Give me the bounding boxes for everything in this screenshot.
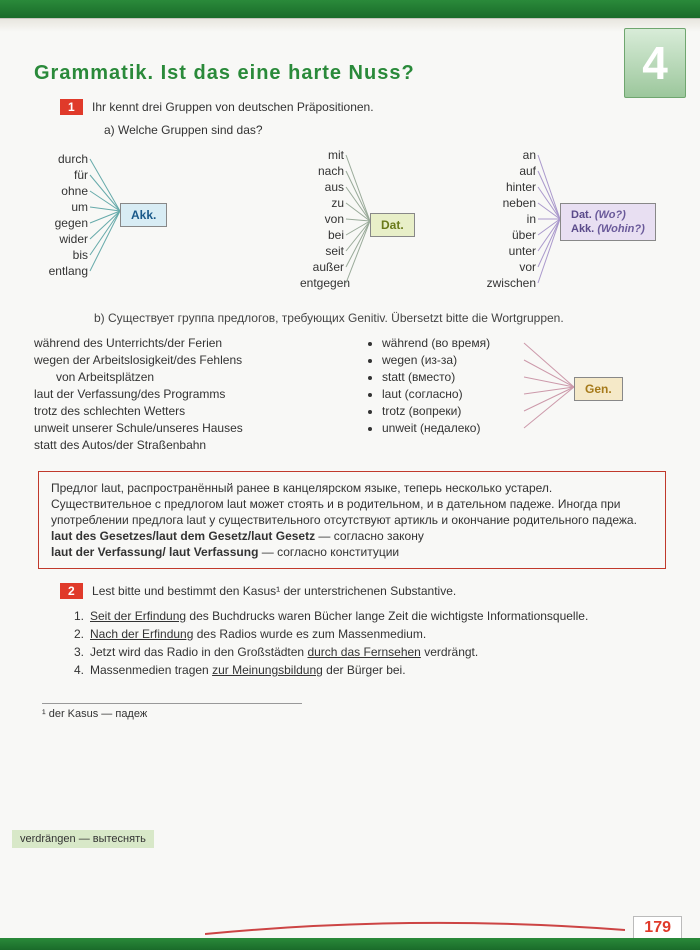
exercise-1-text: Ihr kennt drei Gruppen von deutschen Prä… (92, 100, 374, 114)
torn-edge (0, 18, 700, 32)
info-box-laut: Предлог laut, распространённый ранее в к… (38, 471, 666, 569)
exercise-2-body: 1. Seit der Erfindung des Buchdrucks war… (74, 607, 670, 679)
exercise-2-line: 2 Lest bitte und bestimmt den Kasus¹ der… (60, 583, 670, 599)
verdrangen-gloss: verdrängen — вытеснять (12, 830, 154, 848)
footnote: ¹ der Kasus — падеж (42, 703, 302, 720)
ex2-item: 4. Massenmedien tragen zur Meinungsbildu… (74, 661, 670, 679)
ex2-item: 3. Jetzt wird das Radio in den Großstädt… (74, 643, 670, 661)
exercise-1-badge: 1 (60, 99, 83, 115)
ex2-item: 2. Nach der Erfindung des Radios wurde e… (74, 625, 670, 643)
gen-example: laut der Verfassung/des Programms (34, 386, 364, 403)
gen-examples: während des Unterrichts/der Ferien wegen… (34, 335, 364, 455)
bottom-green-bar (0, 938, 700, 950)
gen-example: wegen der Arbeitslosigkeit/des Fehlens (34, 352, 364, 369)
gen-example: statt des Autos/der Straßenbahn (34, 437, 364, 454)
gen-example: trotz des schlechten Wetters (34, 403, 364, 420)
gen-case-box: Gen. (574, 377, 623, 401)
dat-case-box: Dat. (370, 213, 415, 237)
gen-diagram: während (во время) wegen (из-за) statt (… (364, 335, 664, 455)
datakk-case-box: Dat. (Wo?) Akk. (Wohin?) (560, 203, 656, 241)
exercise-2-text: Lest bitte und bestimmt den Kasus¹ der u… (92, 584, 456, 598)
dat-diagram: mit nach aus zu von bei seit außer entge… (242, 147, 442, 297)
chapter-number-badge: 4 (624, 28, 686, 98)
gen-example: unweit unserer Schule/unseres Hauses (34, 420, 364, 437)
info-p1: Предлог laut, распространённый ранее в к… (51, 480, 653, 528)
page-content: 4 Grammatik. Ist das eine harte Nuss? 1 … (0, 32, 700, 720)
exercise-1-line: 1 Ihr kennt drei Gruppen von deutschen P… (60, 99, 670, 115)
preposition-diagrams: durch für ohne um gegen wider bis entlan… (34, 147, 670, 297)
datakk-diagram: an auf hinter neben in über unter vor zw… (450, 147, 670, 297)
gen-example: während des Unterrichts/der Ferien (34, 335, 364, 352)
page-title: Grammatik. Ist das eine harte Nuss? (34, 62, 670, 85)
info-l2: laut der Verfassung/ laut Verfassung — с… (51, 544, 653, 560)
page-number-wrap: 179 (205, 916, 682, 940)
info-l1: laut des Gesetzes/laut dem Gesetz/laut G… (51, 528, 653, 544)
top-green-bar (0, 0, 700, 18)
exercise-2-badge: 2 (60, 583, 83, 599)
genitiv-section: während des Unterrichts/der Ferien wegen… (34, 335, 670, 455)
exercise-1a: a) Welche Gruppen sind das? (104, 123, 670, 137)
gen-example: von Arbeitsplätzen (34, 369, 364, 386)
page-number: 179 (633, 916, 682, 940)
ex2-item: 1. Seit der Erfindung des Buchdrucks war… (74, 607, 670, 625)
akk-case-box: Akk. (120, 203, 167, 227)
swoosh-line (205, 920, 625, 936)
section-b-text: b) Существует группа предлогов, требующи… (94, 311, 670, 325)
akk-diagram: durch für ohne um gegen wider bis entlan… (34, 147, 234, 297)
